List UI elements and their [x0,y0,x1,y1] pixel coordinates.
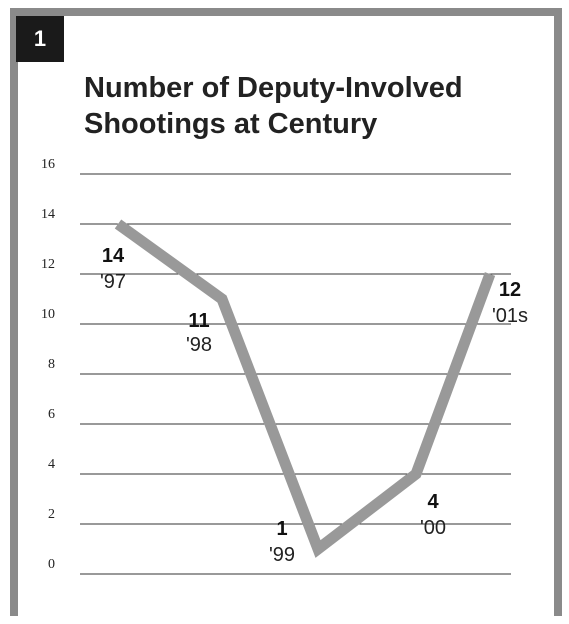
chart-title-line-2: Shootings at Century [84,108,378,140]
y-tick-label-6: 6 [48,407,55,422]
y-tick-label-12: 12 [41,257,55,272]
y-tick-label-0: 0 [48,557,55,572]
series-lines [114,219,496,558]
data-label-year-4: '01s [492,305,528,327]
data-label-value-4: 12 [499,279,521,301]
data-label-year-1: '98 [186,334,212,356]
figure-frame [10,8,562,616]
y-tick-label-14: 14 [41,207,55,222]
data-label-year-0: '97 [100,271,126,293]
data-point-4 [489,273,491,275]
chart-title: Number of Deputy-Involved Shootings at C… [84,70,463,142]
figure-number-badge: 1 [16,16,64,62]
gridlines [80,173,511,575]
data-point-3 [415,473,417,475]
y-tick-label-16: 16 [41,157,55,172]
y-tick-label-4: 4 [48,457,55,472]
y-axis-tick-labels: 0 2 4 6 8 10 12 14 16 [41,157,55,572]
data-label-value-1: 11 [188,310,209,332]
data-label-year-3: '00 [420,517,446,539]
data-point-1 [221,298,223,300]
data-label-value-0: 14 [102,245,125,267]
y-tick-label-10: 10 [41,307,55,322]
data-label-year-2: '99 [269,544,295,566]
data-point-0 [117,223,119,225]
y-tick-label-8: 8 [48,357,55,372]
data-labels: 14 '97 11'98 1 '99 4 '00 12 '01s [100,245,528,566]
data-label-value-2: 1 [276,518,287,540]
data-point-2 [317,548,319,550]
y-tick-label-2: 2 [48,507,55,522]
data-label-value-3: 4 [427,491,439,513]
chart-title-line-1: Number of Deputy-Involved [84,72,463,104]
